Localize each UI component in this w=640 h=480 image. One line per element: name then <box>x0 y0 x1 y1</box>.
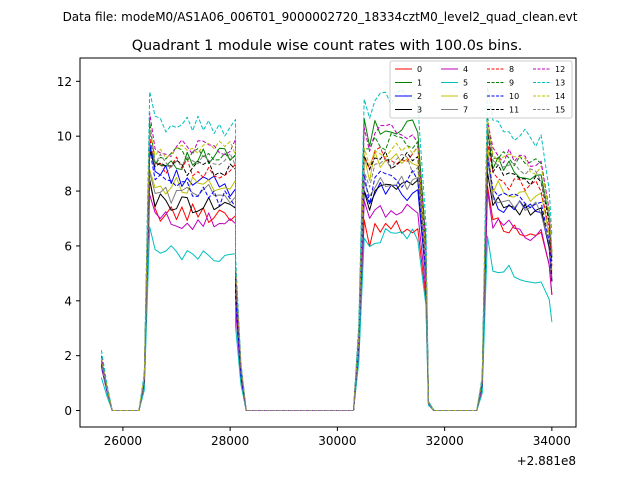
x-tick-label: 34000 <box>533 434 571 448</box>
x-tick-label: 30000 <box>318 434 356 448</box>
legend-label-12: 12 <box>555 65 565 74</box>
legend-label-1: 1 <box>417 79 422 88</box>
x-tick-label: 26000 <box>104 434 142 448</box>
axes-frame <box>79 57 577 428</box>
legend-label-9: 9 <box>509 79 514 88</box>
legend-label-5: 5 <box>463 79 468 88</box>
y-tick-label: 4 <box>64 294 72 308</box>
legend-label-4: 4 <box>463 65 468 74</box>
y-tick-label: 0 <box>64 404 72 418</box>
legend-box <box>389 60 573 119</box>
legend-label-6: 6 <box>463 92 468 101</box>
x-axis-offset-label: +2.881e8 <box>517 454 576 468</box>
legend-label-11: 11 <box>509 106 519 115</box>
legend-label-10: 10 <box>509 92 519 101</box>
legend-label-7: 7 <box>463 106 468 115</box>
legend-label-8: 8 <box>509 65 514 74</box>
chart-suptitle: Data file: modeM0/AS1A06_006T01_90000027… <box>63 10 578 24</box>
y-tick-label: 12 <box>57 75 72 89</box>
legend-label-15: 15 <box>555 106 565 115</box>
legend-label-0: 0 <box>417 65 422 74</box>
series-line-15 <box>100 127 553 411</box>
x-tick-label: 28000 <box>211 434 249 448</box>
legend-label-2: 2 <box>417 92 422 101</box>
legend-label-14: 14 <box>555 92 565 101</box>
y-tick-label: 10 <box>57 130 72 144</box>
legend-label-13: 13 <box>555 79 565 88</box>
legend-label-3: 3 <box>417 106 422 115</box>
series-line-13 <box>100 86 553 411</box>
y-tick-label: 6 <box>64 239 72 253</box>
plot-area <box>100 86 553 411</box>
y-tick-label: 2 <box>64 349 72 363</box>
x-tick-label: 32000 <box>426 434 464 448</box>
chart-title: Quadrant 1 module wise count rates with … <box>132 38 523 54</box>
y-tick-label: 8 <box>64 185 72 199</box>
